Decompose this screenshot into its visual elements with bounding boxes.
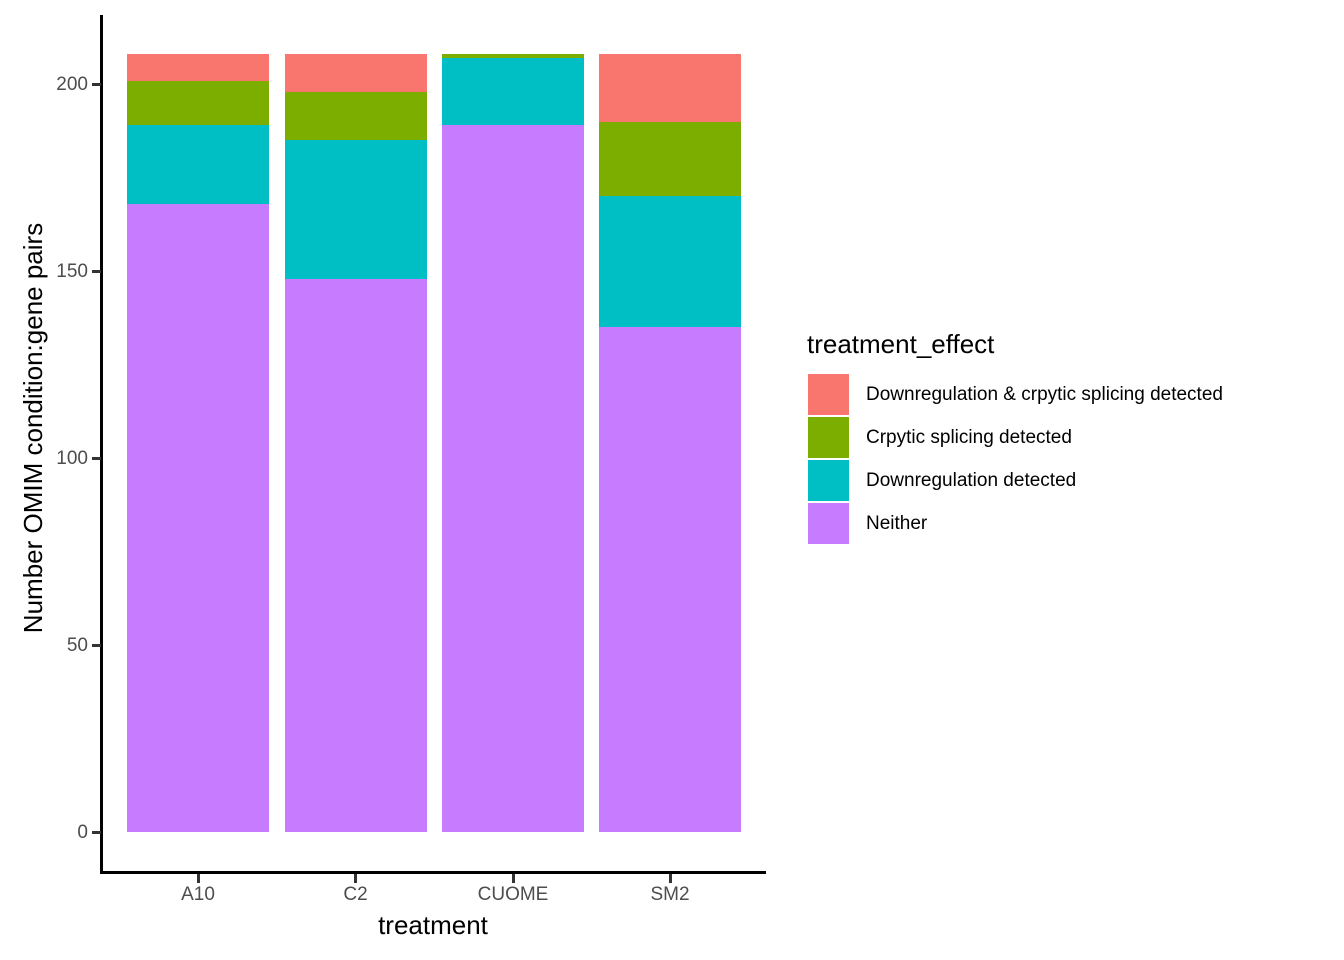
y-tick-label-50: 50: [66, 634, 88, 656]
legend-swatch-downregulation-crpytic-splicing-detected: [808, 374, 849, 415]
bar-segment-c2-downregulation-crpytic-splicing-detected: [284, 54, 427, 92]
x-tick-mark-sm2: [668, 874, 672, 883]
x-axis-title: treatment: [378, 910, 488, 940]
legend-label-crpytic-splicing-detected: Crpytic splicing detected: [866, 426, 1072, 448]
y-tick-label-200: 200: [56, 73, 88, 95]
bar-segment-cuome-crpytic-splicing-detected: [442, 54, 584, 59]
x-tick-mark-cuome: [511, 874, 515, 883]
y-tick-mark-50: [92, 643, 101, 647]
x-tick-label-sm2: SM2: [650, 884, 690, 905]
bar-segment-c2-neither: [284, 278, 427, 832]
legend-swatch-crpytic-splicing-detected: [808, 417, 849, 458]
x-tick-mark-c2: [354, 874, 357, 883]
legend-title: treatment_effect: [807, 329, 995, 359]
legend-entry-neither: Neither: [808, 503, 1223, 544]
y-tick-mark-150: [92, 269, 101, 273]
bar-segment-sm2-neither: [599, 327, 741, 832]
x-tick-mark-a10: [196, 874, 200, 883]
bar-segment-sm2-downregulation-crpytic-splicing-detected: [599, 54, 741, 122]
legend-label-downregulation-detected: Downregulation detected: [866, 469, 1077, 491]
legend-entry-downregulation-detected: Downregulation detected: [808, 460, 1223, 501]
y-tick-mark-200: [92, 82, 101, 86]
y-tick-label-100: 100: [56, 447, 88, 469]
legend-label-downregulation-crpytic-splicing-detected: Downregulation & crpytic splicing detect…: [866, 383, 1223, 405]
y-axis-line: [100, 15, 103, 874]
bar-segment-c2-downregulation-detected: [284, 140, 427, 279]
legend-entry-crpytic-splicing-detected: Crpytic splicing detected: [808, 417, 1223, 458]
y-tick-label-150: 150: [56, 260, 88, 282]
y-tick-label-0: 0: [77, 821, 88, 843]
y-tick-mark-100: [92, 456, 101, 460]
legend: Downregulation & crpytic splicing detect…: [808, 374, 1223, 544]
x-axis-line: [100, 871, 766, 874]
x-tick-label-cuome: CUOME: [477, 884, 549, 905]
legend-swatch-neither: [808, 503, 849, 544]
bar-segment-c2-crpytic-splicing-detected: [284, 91, 427, 141]
bar-segment-cuome-neither: [442, 125, 584, 832]
bar-segment-a10-crpytic-splicing-detected: [127, 80, 269, 126]
bar-segment-cuome-downregulation-detected: [442, 58, 584, 126]
x-tick-label-c2: C2: [343, 884, 368, 905]
legend-entry-downregulation-crpytic-splicing-detected: Downregulation & crpytic splicing detect…: [808, 374, 1223, 415]
bar-segment-a10-downregulation-detected: [127, 125, 269, 204]
legend-label-neither: Neither: [866, 512, 928, 534]
bar-segment-sm2-crpytic-splicing-detected: [599, 121, 741, 197]
y-axis-title: Number OMIM condition:gene pairs: [18, 222, 48, 634]
bar-segment-a10-downregulation-crpytic-splicing-detected: [127, 54, 269, 81]
legend-swatch-downregulation-detected: [808, 460, 849, 501]
x-tick-label-a10: A10: [181, 884, 215, 905]
bar-segment-sm2-downregulation-detected: [599, 196, 741, 328]
bar-segment-a10-neither: [127, 203, 269, 832]
y-tick-mark-0: [92, 830, 101, 834]
